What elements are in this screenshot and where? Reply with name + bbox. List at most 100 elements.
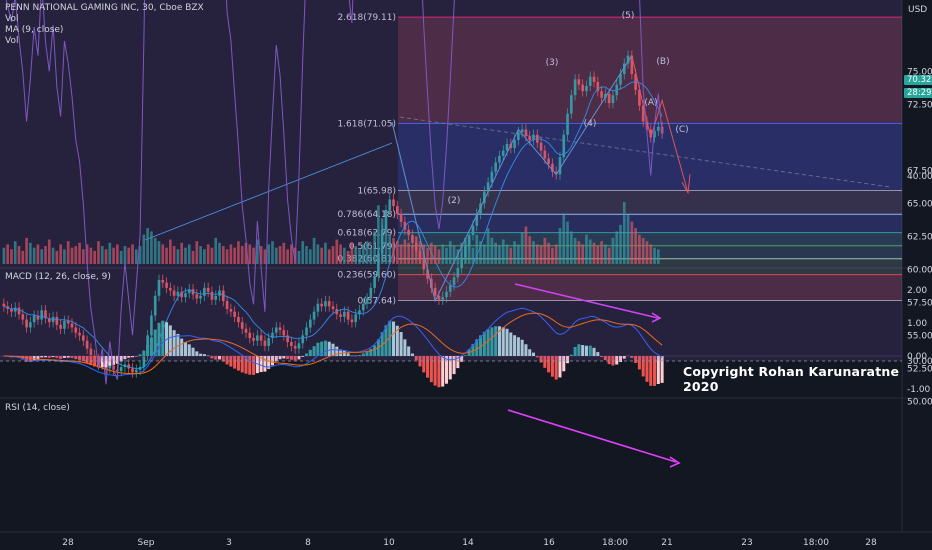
volume-bar [456, 249, 460, 264]
candle-body [297, 343, 301, 349]
candle-body [225, 301, 229, 309]
macd-histogram-bar [395, 325, 399, 356]
volume-bar [100, 246, 104, 264]
macd-histogram-bar [513, 335, 517, 356]
candle-body [350, 319, 354, 323]
volume-bar [407, 242, 410, 264]
macd-histogram-bar [392, 321, 396, 356]
candle-body [59, 324, 62, 329]
volume-bar [191, 250, 195, 264]
rsi-legend[interactable]: RSI (14, close) [5, 403, 70, 413]
volume-bar [604, 244, 607, 264]
candle-body [626, 55, 630, 64]
volume-bar [127, 247, 131, 264]
macd-histogram-bar [78, 356, 82, 360]
volume-bar [59, 244, 62, 264]
volume-bar [520, 233, 524, 264]
macd-histogram-bar [308, 349, 312, 356]
volume-bar [482, 244, 486, 264]
candle-body [210, 291, 214, 300]
macd-histogram-bar [70, 356, 74, 358]
macd-histogram-bar [115, 356, 119, 364]
volume-bar [195, 241, 199, 264]
candle-body [286, 335, 289, 342]
volume-bar [369, 247, 373, 264]
volume-bar [150, 231, 153, 264]
legend-symbol[interactable]: PENN NATIONAL GAMING INC, 30, Cboe BZX [5, 3, 204, 13]
volume-bar [17, 246, 21, 264]
volume-bar [365, 241, 369, 264]
legend-ma[interactable]: MA (9, close) [5, 25, 64, 35]
macd-histogram-bar [252, 356, 256, 375]
candle-body [490, 171, 494, 183]
volume-bar [240, 246, 244, 264]
candle-body [343, 311, 346, 317]
macd-histogram-bar [399, 332, 403, 356]
currency-label[interactable]: USD [908, 5, 928, 15]
macd-histogram-bar [486, 329, 490, 356]
macd-histogram-bar [361, 353, 365, 356]
volume-bar [157, 241, 161, 264]
macd-histogram-bar [240, 356, 244, 373]
candle-body [622, 63, 626, 75]
macd-histogram-bar [142, 350, 146, 356]
volume-bar [210, 247, 214, 264]
volume-bar [630, 221, 634, 264]
volume-bar [528, 236, 532, 264]
candle-body [445, 291, 448, 298]
macd-histogram-bar [588, 345, 592, 356]
macd-histogram-bar [494, 326, 498, 356]
volume-bar [104, 249, 108, 264]
volume-bar [433, 246, 437, 264]
macd-histogram-bar [123, 356, 127, 360]
candle-body [471, 225, 475, 236]
candle-body [395, 206, 399, 214]
candle-body [25, 319, 28, 328]
candle-body [532, 134, 535, 141]
volume-bar [184, 247, 187, 264]
volume-bar [6, 244, 9, 264]
macd-histogram-bar [278, 356, 282, 360]
macd-histogram-bar [516, 337, 520, 356]
candle-body [150, 315, 153, 336]
candle-body [441, 297, 445, 300]
volume-bar [554, 244, 558, 264]
macd-histogram-bar [180, 338, 184, 356]
candle-body [558, 157, 562, 175]
volume-bar [29, 242, 32, 264]
volume-bar [63, 249, 66, 264]
legend-vol2[interactable]: Vol [5, 36, 19, 46]
wave-path [391, 55, 633, 303]
volume-bar [13, 241, 17, 264]
volume-bar [44, 246, 47, 264]
macd-divergence-arrowhead [651, 312, 662, 323]
volume-bar [505, 244, 509, 264]
volume-bar [335, 239, 339, 264]
volume-bar [622, 202, 626, 264]
macd-tick-label: 0.00 [907, 352, 927, 362]
volume-bar [645, 241, 649, 264]
macd-histogram-bar [138, 354, 142, 356]
volume-bar [259, 246, 263, 264]
legend-vol[interactable]: Vol [5, 14, 19, 24]
macd-histogram-bar [554, 356, 558, 380]
volume-bar [229, 244, 233, 264]
macd-histogram-bar [456, 356, 460, 369]
volume-bar [471, 247, 475, 264]
price-tick-label: 55.00 [907, 331, 932, 341]
macd-histogram-bar [297, 356, 301, 360]
volume-bar [339, 244, 342, 264]
price-tick-label: 67.50 [907, 166, 932, 176]
macd-histogram-bar [301, 356, 305, 357]
macd-histogram-bar [157, 322, 161, 356]
macd-histogram-bar [100, 356, 104, 368]
macd-histogram-bar [112, 356, 116, 365]
macd-line [3, 307, 663, 377]
macd-histogram-bar [183, 341, 187, 356]
volume-bar [464, 237, 467, 264]
volume-bar [131, 244, 134, 264]
volume-bar [509, 247, 513, 264]
macd-legend[interactable]: MACD (12, 26, close, 9) [5, 272, 111, 282]
macd-histogram-bar [584, 345, 588, 356]
